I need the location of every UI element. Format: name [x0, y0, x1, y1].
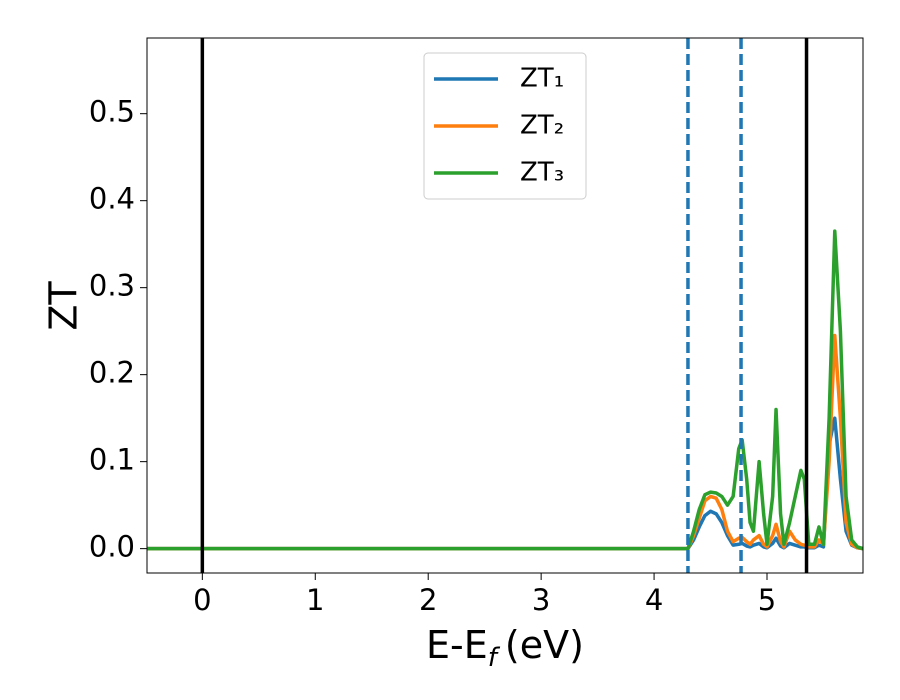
x-tick-label: 3 — [532, 583, 550, 617]
y-tick-label: 0.5 — [89, 95, 135, 129]
y-tick-label: 0.1 — [89, 443, 135, 477]
x-tick-label: 4 — [645, 583, 663, 617]
legend-label: ZT₂ — [520, 111, 564, 141]
legend-label: ZT₃ — [520, 158, 564, 188]
series-line — [147, 229, 863, 551]
legend-box — [423, 52, 587, 200]
x-tick-label: 0 — [193, 583, 211, 617]
x-tick-label: 5 — [758, 583, 776, 617]
y-tick-label: 0.0 — [89, 530, 135, 564]
y-tick-label: 0.2 — [89, 356, 135, 390]
y-tick-label: 0.3 — [89, 269, 135, 303]
legend-label: ZT₁ — [520, 64, 564, 94]
y-tick-label: 0.4 — [89, 182, 135, 216]
x-axis-label: E-Ef (eV) — [426, 623, 584, 673]
x-axis-label-unit: (eV) — [505, 623, 584, 667]
x-tick-label: 1 — [306, 583, 324, 617]
x-tick-label: 2 — [419, 583, 437, 617]
y-axis-label: ZT — [42, 281, 86, 331]
plot-frame — [146, 37, 864, 574]
x-axis-label-main: E-E — [426, 623, 488, 667]
